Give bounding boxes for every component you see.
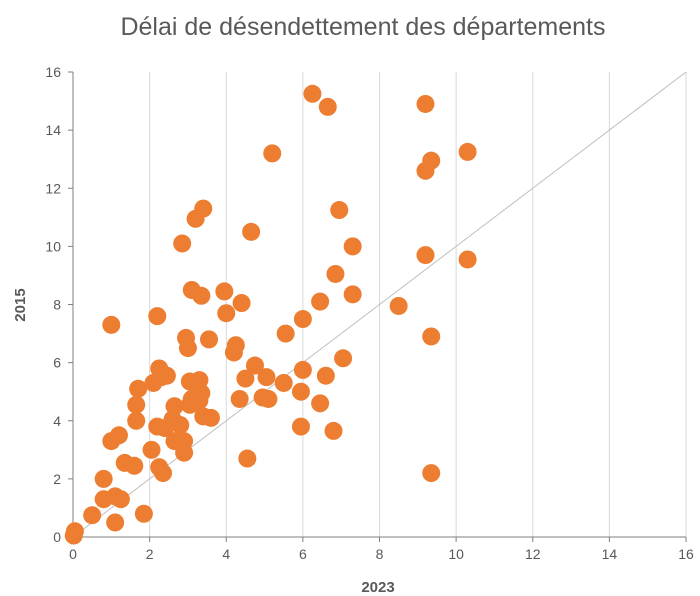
data-point [416,94,435,113]
y-tick-labels: 0 2 4 6 8 10 12 14 16 [45,64,61,545]
data-point [200,330,219,349]
data-point [232,294,251,313]
data-point [263,144,282,163]
reference-line [72,71,687,538]
data-point [127,395,146,414]
x-tick-label: 4 [222,546,230,562]
y-tick-label: 2 [53,471,61,487]
x-tick-label: 8 [376,546,384,562]
data-point [157,366,176,385]
y-tick-label: 16 [45,64,61,80]
data-point [238,449,257,468]
data-point [422,151,441,170]
data-point [416,246,435,265]
data-point [148,307,167,326]
data-point [245,356,264,375]
data-point [389,296,408,315]
data-point [201,408,220,427]
data-point [215,282,234,301]
data-point [111,490,130,509]
data-point [316,366,335,385]
y-tick-label: 14 [45,122,61,138]
data-point [125,456,144,475]
data-point [326,264,345,283]
data-point [194,199,213,218]
y-axis-title: 2015 [12,288,29,321]
data-point [127,411,146,430]
data-point [458,250,477,269]
data-point [154,464,173,483]
data-point [343,285,362,304]
data-point [134,504,153,523]
data-point [171,416,190,435]
data-point [293,360,312,379]
data-point [242,222,261,241]
x-tick-label: 6 [299,546,307,562]
data-point [293,310,312,329]
data-point [318,97,337,116]
data-point [65,522,84,541]
data-point [106,513,125,532]
data-point [343,237,362,256]
data-point [259,389,278,408]
x-tick-label: 0 [69,546,77,562]
data-point [324,421,343,440]
data-point [303,84,322,103]
x-tick-label: 12 [525,546,541,562]
y-tick-label: 10 [45,238,61,254]
data-point [230,389,249,408]
data-point [165,397,184,416]
data-point [109,426,128,445]
data-point [129,379,148,398]
data-point [178,339,197,358]
data-point [257,368,276,387]
data-point [334,349,353,368]
data-point [175,443,194,462]
y-tick-label: 8 [53,297,61,313]
y-tick-label: 6 [53,355,61,371]
data-point [226,336,245,355]
data-point [311,292,330,311]
y-tick-label: 12 [45,180,61,196]
data-point [422,327,441,346]
data-point [192,286,211,305]
data-point [83,506,102,525]
data-point [94,469,113,488]
data-point [291,382,310,401]
x-tick-label: 16 [678,546,694,562]
data-point [217,304,236,323]
data-point [142,440,161,459]
data-point [102,315,121,334]
data-point [274,373,293,392]
data-point [330,201,349,220]
x-tick-labels: 0 2 4 6 8 10 12 14 16 [69,546,694,562]
data-point [190,391,209,410]
data-point [236,369,255,388]
x-tick-label: 10 [448,546,464,562]
y-tick-label: 4 [53,413,61,429]
data-point [173,234,192,253]
data-point [276,324,295,343]
data-point [291,417,310,436]
x-tick-label: 2 [146,546,154,562]
data-points [64,84,477,545]
gridlines [149,72,687,537]
data-point [311,394,330,413]
y-tick-label: 0 [53,529,61,545]
x-tick-label: 14 [602,546,618,562]
chart-title: Délai de désendettement des départements [120,13,605,41]
data-point [458,142,477,161]
x-axis-title: 2023 [361,579,394,596]
data-point [422,464,441,483]
